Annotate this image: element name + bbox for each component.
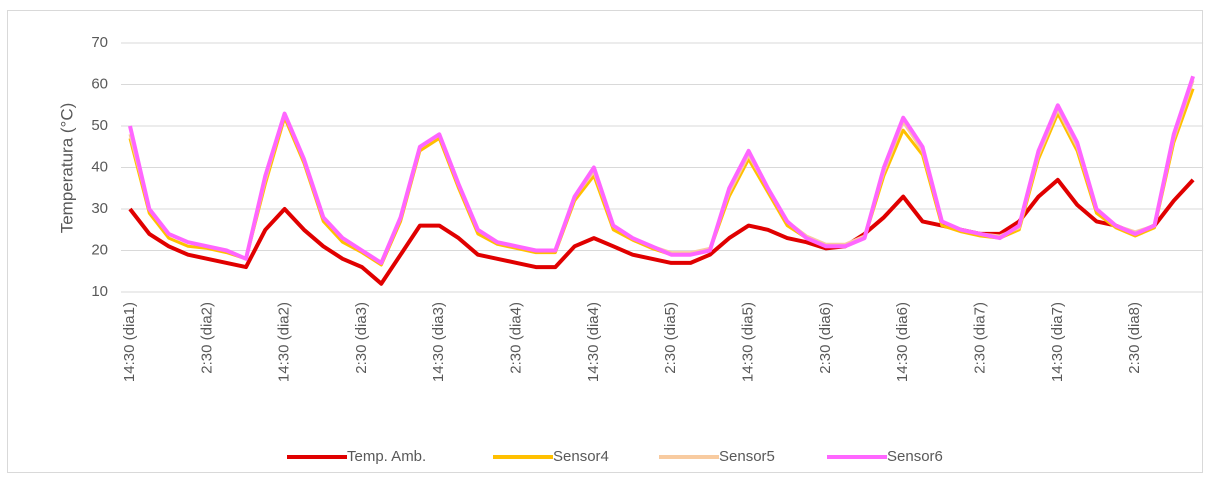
x-tick-label: 2:30 (dia6) xyxy=(817,302,834,374)
line-series xyxy=(128,177,1195,286)
legend-label: Sensor4 xyxy=(553,448,609,465)
line-series xyxy=(128,75,1195,265)
x-tick-label: 14:30 (dia4) xyxy=(585,302,602,382)
y-tick-label: 70 xyxy=(91,34,108,51)
y-tick-label: 10 xyxy=(91,283,108,300)
y-tick-label: 60 xyxy=(91,75,108,92)
legend-label: Sensor5 xyxy=(719,448,775,465)
y-tick-label: 30 xyxy=(91,200,108,217)
x-tick-label: 14:30 (dia5) xyxy=(740,302,757,382)
x-tick-label: 2:30 (dia3) xyxy=(353,302,370,374)
x-tick-label: 2:30 (dia4) xyxy=(508,302,525,374)
x-tick-label: 2:30 (dia7) xyxy=(971,302,988,374)
y-axis-label: Temperatura (°C) xyxy=(57,103,76,234)
x-tick-label: 2:30 (dia8) xyxy=(1126,302,1143,374)
x-tick-label: 14:30 (dia7) xyxy=(1049,302,1066,382)
x-tick-label: 2:30 (dia5) xyxy=(662,302,679,374)
y-tick-label: 40 xyxy=(91,158,108,175)
x-tick-label: 14:30 (dia6) xyxy=(894,302,911,382)
x-tick-label: 14:30 (dia2) xyxy=(276,302,293,382)
legend-label: Sensor6 xyxy=(887,448,943,465)
legend-label: Temp. Amb. xyxy=(347,448,426,465)
y-tick-label: 50 xyxy=(91,117,108,134)
x-tick-label: 14:30 (dia1) xyxy=(121,302,138,382)
x-tick-label: 2:30 (dia2) xyxy=(198,302,215,374)
y-tick-label: 20 xyxy=(91,241,108,258)
x-tick-label: 14:30 (dia3) xyxy=(430,302,447,382)
